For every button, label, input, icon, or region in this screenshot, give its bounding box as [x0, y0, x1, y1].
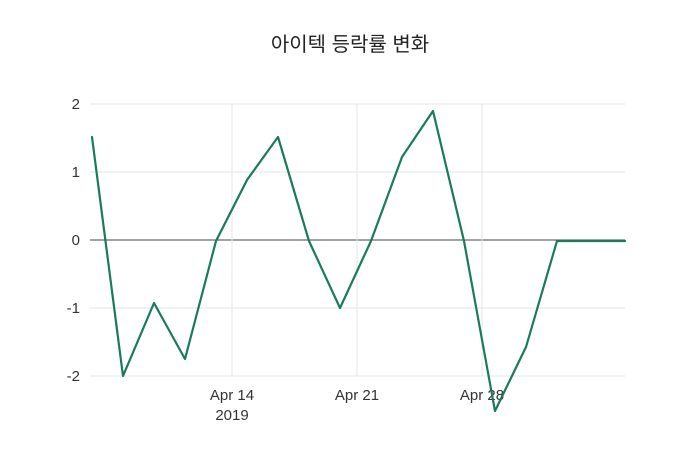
y-tick-1: 1 — [72, 164, 80, 181]
y-tick-neg2: -2 — [67, 368, 80, 385]
x-tick-apr14-line2: 2019 — [215, 407, 248, 424]
x-axis-labels-group: Apr 14 2019 Apr 21 Apr 28 — [210, 387, 504, 424]
y-tick-0: 0 — [72, 232, 80, 249]
x-tick-apr21: Apr 21 — [335, 387, 379, 404]
x-tick-apr14-line1: Apr 14 — [210, 387, 254, 404]
chart-svg: 2 1 0 -1 -2 Apr 14 2019 Apr 21 Apr 28 — [0, 0, 700, 450]
x-tick-apr28: Apr 28 — [460, 387, 504, 404]
y-tick-neg1: -1 — [67, 300, 80, 317]
y-axis-labels-group: 2 1 0 -1 -2 — [67, 96, 80, 385]
chart-container: 아이텍 등락률 변화 2 1 0 -1 -2 — [0, 0, 700, 450]
y-tick-2: 2 — [72, 96, 80, 113]
chart-hit-area[interactable] — [90, 100, 625, 380]
